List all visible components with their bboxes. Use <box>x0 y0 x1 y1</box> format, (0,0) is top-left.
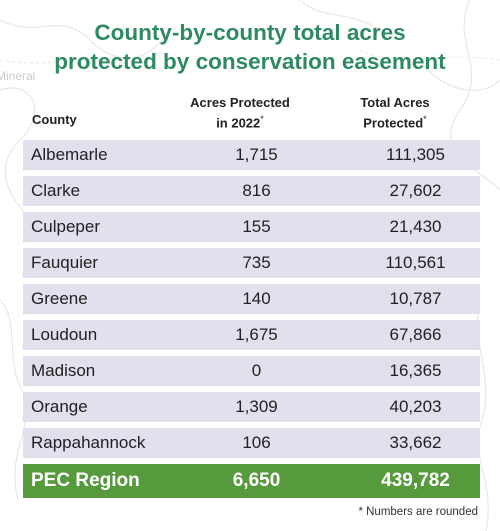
map-place-label: Mineral <box>0 69 35 83</box>
county-cell: Albemarle <box>31 145 108 164</box>
acres-2022-cell: 1,309 <box>235 397 278 416</box>
county-cell: Fauquier <box>31 253 99 272</box>
total-acres-cell: 27,602 <box>389 181 442 200</box>
acres-2022-cell: 0 <box>251 361 262 380</box>
acres-2022-cell: 106 <box>242 433 271 452</box>
table-row: Madison 0 16,365 <box>23 356 480 386</box>
county-cell: Clarke <box>31 181 81 200</box>
column-header-total-acres: Total Acres Protected* <box>310 94 480 131</box>
acres-2022-cell: 735 <box>242 253 271 272</box>
total-acres-cell: 33,662 <box>389 433 442 452</box>
table-row: Clarke 816 27,602 <box>23 176 480 206</box>
county-cell: Orange <box>31 397 88 416</box>
total-acres-cell: 40,203 <box>389 397 442 416</box>
column-header-acres-2022-line1: Acres Protected <box>190 95 290 110</box>
acres-2022-cell: 140 <box>242 289 271 308</box>
column-header-acres-2022: Acres Protected in 2022* <box>155 94 325 131</box>
county-cell: Loudoun <box>31 325 98 344</box>
county-cell: Madison <box>31 361 96 380</box>
footnote-mark: * <box>423 114 427 124</box>
total-acres-cell: 21,430 <box>389 217 442 236</box>
county-cell: Greene <box>31 289 88 308</box>
acres-2022-cell: 1,675 <box>235 325 278 344</box>
region-total-acres: 439,782 <box>381 470 450 491</box>
region-label: PEC Region <box>31 470 140 491</box>
region-acres-2022: 6,650 <box>232 470 281 491</box>
title-line-1: County-by-county total acres <box>94 20 406 45</box>
county-table: Albemarle 1,715 111,305 Clarke 816 27,60… <box>23 140 480 498</box>
table-row: Orange 1,309 40,203 <box>23 392 480 422</box>
table-row: Culpeper 155 21,430 <box>23 212 480 242</box>
footnote: * Numbers are rounded <box>358 506 478 518</box>
column-header-acres-2022-line2: in 2022 <box>216 115 261 131</box>
title-line-2: protected by conservation easement <box>54 49 446 74</box>
column-header-total-line2: Protected <box>363 115 424 131</box>
acres-2022-cell: 155 <box>242 217 271 236</box>
region-total-row: PEC Region 6,650 439,782 <box>23 464 480 498</box>
column-header-total-line1: Total Acres <box>360 95 430 110</box>
county-cell: Rappahannock <box>31 433 146 452</box>
acres-2022-cell: 1,715 <box>235 145 278 164</box>
acres-2022-cell: 816 <box>242 181 271 200</box>
page-title: County-by-county total acres protected b… <box>0 18 500 76</box>
table-row: Loudoun 1,675 67,866 <box>23 320 480 350</box>
total-acres-cell: 111,305 <box>386 145 445 164</box>
table-row: Greene 140 10,787 <box>23 284 480 314</box>
total-acres-cell: 16,365 <box>389 361 442 380</box>
county-cell: Culpeper <box>31 217 100 236</box>
total-acres-cell: 10,787 <box>389 289 442 308</box>
table-row: Fauquier 735 110,561 <box>23 248 480 278</box>
column-header-county: County <box>32 112 77 127</box>
table-row: Rappahannock 106 33,662 <box>23 428 480 458</box>
footnote-mark: * <box>260 114 264 124</box>
table-row: Albemarle 1,715 111,305 <box>23 140 480 170</box>
total-acres-cell: 110,561 <box>385 253 446 272</box>
total-acres-cell: 67,866 <box>389 325 442 344</box>
